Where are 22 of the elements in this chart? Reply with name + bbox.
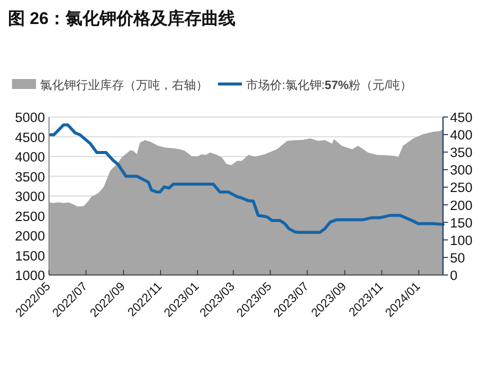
chart-title: 图 26：氯化钾价格及库存曲线	[8, 9, 236, 28]
y2-tick-label: 50	[450, 250, 466, 266]
y-tick-label: 2500	[14, 208, 45, 224]
y2-tick-label: 200	[450, 198, 473, 213]
y-tick-label: 5000	[14, 110, 45, 125]
legend-label: 市场价:氯化钾:57%粉（元/吨）	[246, 78, 412, 92]
y2-tick-label: 150	[450, 215, 473, 230]
y-tick-label: 4500	[14, 130, 45, 145]
y2-tick-label: 100	[450, 232, 473, 248]
legend-label: 氯化钾行业库存（万吨，右轴）	[40, 78, 208, 92]
y-tick-label: 3500	[14, 169, 45, 184]
y2-tick-label: 0	[450, 268, 458, 283]
y2-tick-label: 350	[450, 145, 473, 160]
y-tick-label: 4000	[14, 150, 45, 164]
y-tick-label: 3000	[14, 189, 45, 204]
y2-tick-label: 250	[450, 180, 473, 196]
y2-tick-label: 400	[450, 128, 473, 143]
y-tick-label: 1000	[14, 268, 45, 283]
y-tick-label: 2000	[14, 228, 45, 244]
y2-tick-label: 450	[450, 110, 473, 125]
y-tick-label: 1500	[14, 248, 45, 264]
y2-tick-label: 300	[450, 162, 473, 178]
